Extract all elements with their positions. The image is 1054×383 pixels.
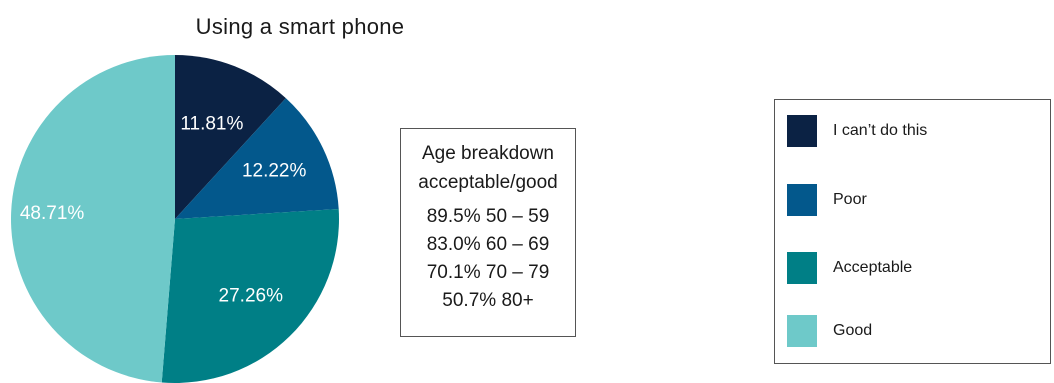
chart-title: Using a smart phone (195, 14, 405, 39)
legend-label: Acceptable (833, 259, 913, 276)
pie-data-label: 27.26% (219, 285, 284, 306)
pie-data-label: 11.81% (180, 113, 243, 134)
age-breakdown-row: 83.0% 60 – 69 (426, 234, 550, 255)
legend-swatch (787, 252, 817, 284)
age-breakdown-row: 70.1% 70 – 79 (426, 262, 550, 283)
legend-swatch (787, 115, 817, 147)
legend-swatch (787, 184, 817, 216)
age-breakdown-row: 50.7% 80+ (442, 290, 534, 311)
age-breakdown-row: 89.5% 50 – 59 (426, 206, 550, 227)
age-breakdown-header: Age breakdown acceptable/good (401, 139, 575, 197)
age-breakdown-subtitle: acceptable/good (418, 172, 558, 193)
legend: I can’t do this Poor Acceptable Good (774, 99, 1051, 364)
age-breakdown-box: Age breakdown acceptable/good 89.5% 50 –… (400, 128, 576, 337)
pie-data-label: 12.22% (242, 161, 307, 182)
pie-chart: 11.81% 12.22% 27.26% 48.71% (11, 54, 339, 383)
legend-item-poor: Poor (787, 184, 867, 216)
legend-swatch (787, 315, 817, 347)
legend-item-acceptable: Acceptable (787, 252, 912, 284)
legend-label: I can’t do this (833, 122, 928, 139)
pie-slice-1 (175, 55, 286, 219)
pie-slice-4 (11, 54, 176, 383)
legend-item-cant-do: I can’t do this (787, 115, 927, 147)
pie-slice-3 (161, 209, 339, 383)
legend-label: Poor (833, 191, 867, 208)
legend-item-good: Good (787, 315, 872, 347)
pie-slice-2 (175, 98, 339, 219)
pie-data-label: 48.71% (20, 203, 85, 224)
age-breakdown-title: Age breakdown (421, 143, 555, 164)
legend-label: Good (833, 322, 873, 339)
